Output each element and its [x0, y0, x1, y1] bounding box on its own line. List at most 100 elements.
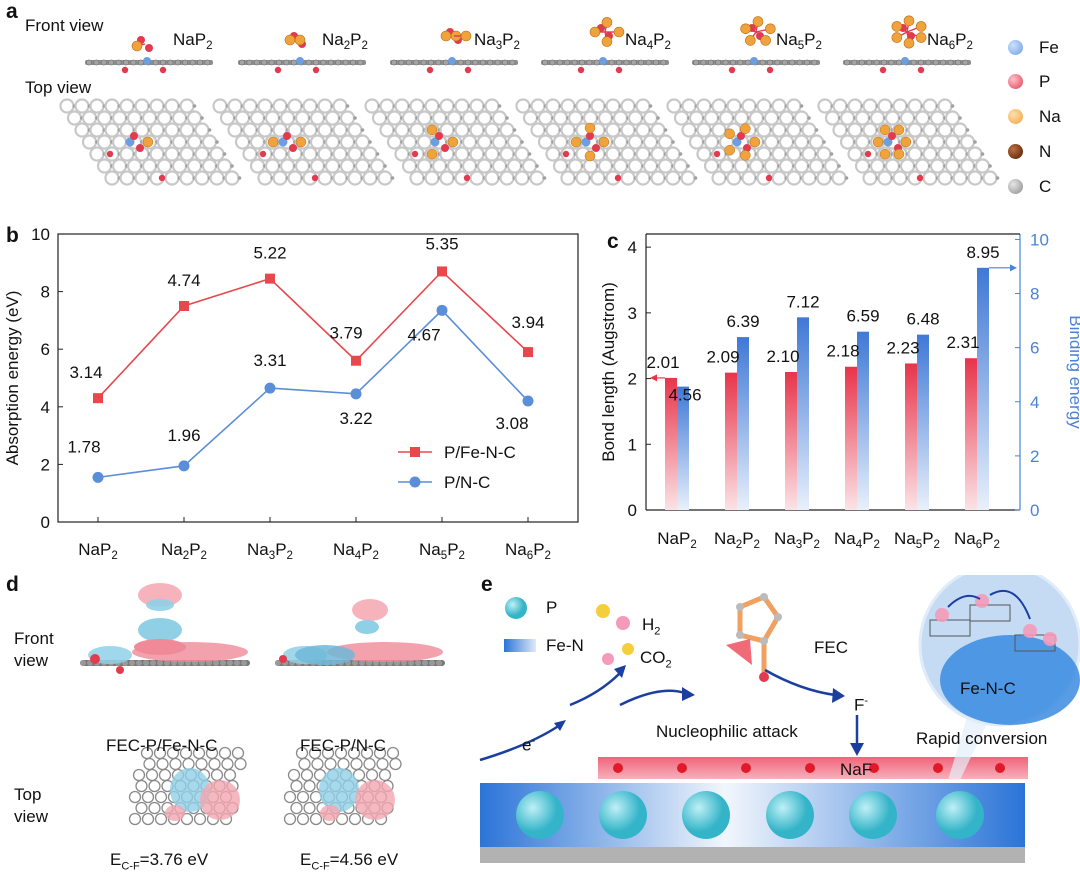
na-atom: [131, 40, 143, 52]
bond-length-label: 2.18: [826, 342, 859, 361]
c-atom: [353, 116, 357, 120]
c-atom: [129, 660, 135, 666]
na-atom: [893, 124, 905, 136]
na-atom: [893, 148, 905, 160]
binding-energy-label: 6.59: [846, 307, 879, 326]
energy-right: EC-F=4.56 eV: [300, 850, 398, 872]
c-atom: [950, 104, 955, 108]
hex-ring: [201, 134, 218, 150]
legend-fen-label: Fe-N: [546, 636, 584, 655]
c-atom: [527, 152, 532, 156]
structure-label-4-na-sub: 4: [647, 40, 654, 52]
c-x-tick-label-5-na: Na: [894, 529, 916, 548]
na-atom: [903, 37, 915, 49]
c-atom: [108, 59, 115, 66]
p-atom: [136, 144, 144, 152]
hex-ring: [386, 746, 400, 760]
hex-ring: [469, 122, 485, 138]
binding-energy-bar: [857, 331, 869, 510]
energy-left-value: =3.76 eV: [139, 850, 209, 869]
hex-ring: [96, 110, 113, 126]
hex-ring: [847, 98, 863, 114]
hex-ring: [748, 110, 765, 126]
binding-energy-label: 6.39: [726, 312, 759, 331]
hex-ring: [264, 158, 281, 174]
hex-ring: [224, 170, 240, 186]
na-atom: [295, 136, 307, 148]
c-atom: [895, 59, 902, 66]
hex-ring: [560, 170, 576, 186]
hex-ring: [771, 146, 787, 162]
plot-frame: [57, 233, 579, 523]
y-left-tick-label: 4: [628, 238, 637, 257]
c-atom: [638, 59, 645, 66]
structure-label-2: Na2P2: [322, 30, 368, 52]
hex-ring: [537, 134, 554, 150]
c-atom: [693, 59, 699, 66]
hex-ring: [209, 170, 225, 186]
series-marker: [436, 304, 448, 316]
hex-ring: [816, 146, 832, 162]
x-tick-label-1: NaP2: [78, 540, 118, 562]
hex-ring: [499, 122, 515, 138]
p-atom: [289, 144, 297, 152]
hex-ring: [778, 134, 795, 150]
front-view-label-d: Front view: [14, 628, 54, 672]
fec-o-atom: [759, 672, 769, 682]
c-atom: [305, 59, 312, 66]
fec-arrow: [619, 689, 686, 707]
gas-arrow: [569, 672, 621, 707]
c-atom: [428, 59, 434, 66]
c-atom: [253, 59, 260, 66]
x-tick-label-3-na-sub: 3: [269, 550, 275, 562]
c-x-tick-label-6-na-sub: 6: [976, 539, 982, 551]
hex-ring: [484, 98, 500, 114]
hex-ring: [156, 757, 169, 771]
hex-ring: [81, 110, 98, 126]
hex-ring: [324, 158, 341, 174]
hex-ring: [169, 757, 182, 771]
top-label-line1: Top: [14, 785, 42, 804]
hex-ring: [877, 170, 893, 186]
structure-label-3: Na3P2: [474, 30, 520, 52]
front-view-structure-1: [85, 36, 213, 74]
y-left-tick-label: 2: [628, 370, 637, 389]
c-atom: [268, 59, 275, 66]
hex-ring: [854, 134, 871, 150]
hex-ring: [642, 110, 659, 126]
hex-ring: [302, 98, 318, 114]
hex-ring: [332, 98, 348, 114]
y-right-tick-label: 6: [1030, 339, 1039, 358]
hex-ring: [627, 134, 644, 150]
hex-ring: [303, 801, 316, 815]
hex-ring: [476, 158, 493, 174]
c-x-tick-label-2-na-sub: 2: [736, 539, 742, 551]
na-atom: [584, 122, 596, 134]
c-atom: [671, 140, 675, 144]
c-atom: [844, 176, 849, 180]
na-atom: [589, 26, 601, 38]
c-atom-icon: [1008, 179, 1023, 194]
hex-ring: [620, 98, 636, 114]
density-blue: [170, 768, 210, 812]
hex-ring: [362, 170, 378, 186]
hex-ring: [635, 170, 651, 186]
c-atom: [678, 152, 683, 156]
c-atom: [137, 59, 144, 66]
bond-length-label: 2.09: [706, 348, 739, 367]
na-atom: [724, 144, 735, 156]
c-atom: [730, 59, 736, 66]
hex-ring: [332, 122, 348, 138]
x-tick-label-5-p-sub: 2: [459, 550, 465, 562]
c-atom: [360, 128, 365, 132]
hex-ring: [141, 158, 158, 174]
c-x-tick-label-6-p: P: [982, 529, 993, 548]
hex-ring: [257, 122, 273, 138]
p-atom: [274, 66, 282, 74]
electron-density-blue: [295, 645, 355, 665]
x-tick-label-4-na-sub: 4: [355, 550, 362, 562]
x-tick-label-1-na: Na: [78, 540, 100, 559]
c-x-tick-label-6: Na6P2: [954, 529, 1000, 551]
c-atom: [136, 660, 142, 666]
hex-ring: [711, 98, 727, 114]
